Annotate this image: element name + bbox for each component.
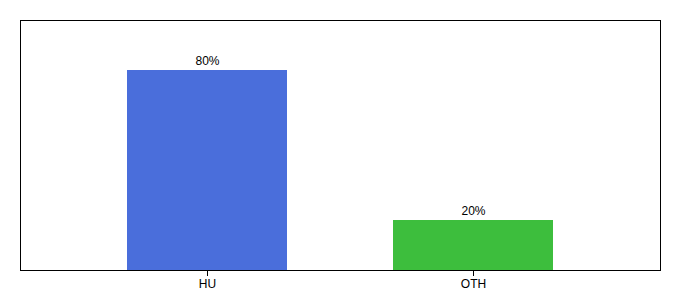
svg-text:HU: HU (199, 277, 216, 291)
svg-text:20%: 20% (461, 204, 485, 218)
svg-text:OTH: OTH (461, 277, 486, 291)
svg-text:80%: 80% (195, 54, 219, 68)
